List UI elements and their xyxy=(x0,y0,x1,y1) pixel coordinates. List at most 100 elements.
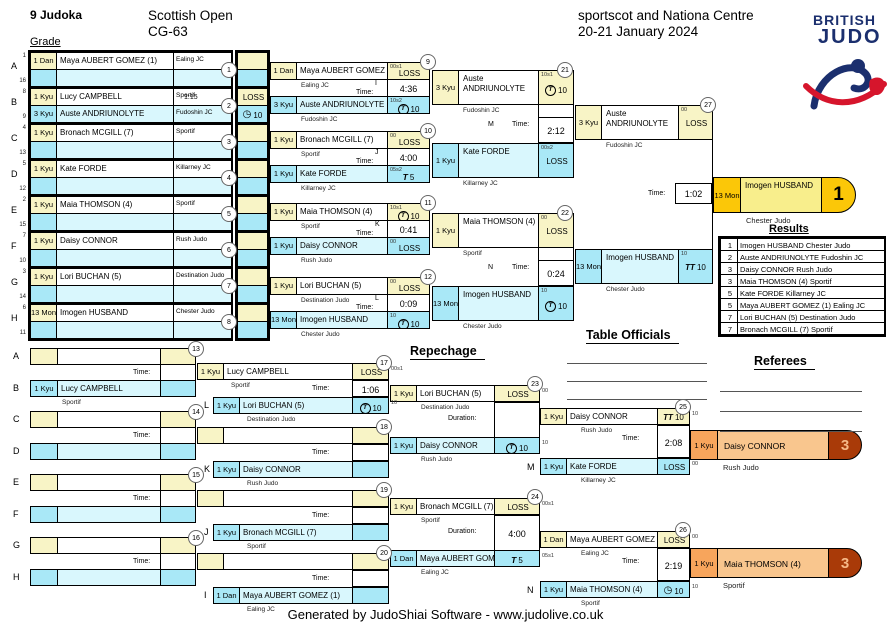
score-value: LOSS xyxy=(360,368,383,377)
match-number-circle: 11 xyxy=(420,195,436,211)
match-number-circle: 18 xyxy=(376,419,392,435)
seed-number: 7 xyxy=(22,233,26,239)
competitor-name: Auste ANDRIUNOLYTE xyxy=(458,70,539,105)
bracket-row-letter: C xyxy=(11,133,18,143)
seed-number: 15 xyxy=(19,222,26,228)
grade-cell xyxy=(30,141,57,159)
seed-number: 14 xyxy=(19,294,26,300)
score-code: 10s2 xyxy=(390,98,402,104)
repechage-title: Repechage xyxy=(410,344,485,360)
club-name: Fudoshin JC xyxy=(463,107,500,114)
time-value: 4:36 xyxy=(399,84,418,94)
grade-cell: 1 Kyu xyxy=(213,461,240,478)
score-code: 10 xyxy=(542,440,549,446)
club-name: Sportif xyxy=(463,250,482,257)
club-name: Fudoshin JC xyxy=(606,142,643,149)
score-icon xyxy=(685,263,695,272)
score-value: 10 xyxy=(674,586,684,596)
score-value: LOSS xyxy=(398,244,421,253)
score-icon xyxy=(360,402,371,413)
time-value-cell: 2:12 xyxy=(538,117,574,143)
score-cell: 10 10 xyxy=(538,286,574,321)
match-letter: J xyxy=(375,149,379,156)
score-cell: 00s2 LOSS xyxy=(538,143,574,178)
grade-cell xyxy=(30,411,58,428)
grade-cell xyxy=(30,69,57,87)
competitor-name: Kate FORDE xyxy=(566,458,658,475)
competitor-name: Daisy CONNOR xyxy=(296,237,388,255)
grade-cell: 1 Kyu xyxy=(270,131,297,149)
competitor-name: Imogen HUSBAND xyxy=(296,311,388,329)
drop-letter: K xyxy=(204,464,211,474)
grade-cell: 13 Mon xyxy=(432,286,459,321)
competitor-name: Maia THOMSON (4) xyxy=(56,196,174,214)
score-code: 00 xyxy=(542,388,549,394)
rep-row-letter: A xyxy=(13,351,20,361)
grade-cell: 1 Dan xyxy=(390,550,417,567)
competitor-name: Kate FORDE xyxy=(458,143,539,178)
score-cell: 5 xyxy=(494,550,540,567)
gold-medal-rank: 1 xyxy=(821,177,856,213)
club-cell xyxy=(173,141,232,159)
score-value: 10 xyxy=(253,110,263,120)
rep-row-letter: D xyxy=(13,446,20,456)
score-code: 00 xyxy=(390,279,397,285)
time-value-cell: 4:36 xyxy=(387,79,430,97)
venue-line1: sportscot and Nationa Centre xyxy=(578,8,754,23)
time-label: Time: xyxy=(312,449,330,456)
score-code: 10s1 xyxy=(541,72,553,78)
score-icon xyxy=(545,84,556,96)
duration-label: Duration: xyxy=(448,415,477,422)
club-name: Killarney JC xyxy=(463,180,498,187)
grade-cell: 1 Kyu xyxy=(30,268,57,286)
result-cell xyxy=(160,443,196,460)
match-number-circle: 12 xyxy=(420,269,436,285)
competitor-name: Maya AUBERT GOMEZ (1) xyxy=(566,531,658,548)
time-value: 2:19 xyxy=(664,561,683,571)
rep-row-letter: H xyxy=(13,572,20,582)
club-name: Chester Judo xyxy=(463,323,502,330)
score-value: LOSS xyxy=(507,390,529,399)
score-cell: 10 xyxy=(494,437,540,454)
gold-winner-grade: 13 Mon xyxy=(713,177,741,213)
seed-number: 4 xyxy=(22,125,26,131)
match-letter: I xyxy=(375,80,377,87)
bronze-winner-name: Daisy CONNOR xyxy=(717,430,829,460)
score-value: LOSS xyxy=(398,284,421,293)
match-number-circle: 22 xyxy=(557,205,573,221)
drop-letter: I xyxy=(204,590,207,600)
competitor-name: Auste ANDRIUNOLYTE xyxy=(601,105,679,140)
competitor-name: Auste ANDRIUNOLYTE xyxy=(296,96,388,114)
time-label: Time: xyxy=(133,495,151,502)
time-value: 4:00 xyxy=(399,153,418,163)
score-value: LOSS xyxy=(507,503,529,512)
score-value: 10 xyxy=(410,319,420,329)
score-value: LOSS xyxy=(398,138,421,147)
result-cell xyxy=(237,321,268,339)
score-code: 10 xyxy=(681,251,688,257)
result-cell xyxy=(237,232,268,250)
score-cell: 10 xyxy=(352,397,389,414)
competitor-name: Maia THOMSON (4) xyxy=(566,581,658,598)
drop-letter: M xyxy=(527,462,535,472)
time-value-cell xyxy=(160,553,196,570)
result-cell: LOSS xyxy=(237,88,268,106)
result-cell xyxy=(237,285,268,303)
score-code: 00s2 xyxy=(541,145,553,151)
logo-text-british: BRITISH xyxy=(813,12,876,28)
grade-cell: 1 Kyu xyxy=(30,88,57,106)
score-value: LOSS xyxy=(663,536,686,545)
club-name: Chester Judo xyxy=(606,286,645,293)
score-code: 10 xyxy=(390,313,397,319)
seed-number: 10 xyxy=(19,258,26,264)
bracket-row-letter: H xyxy=(11,313,18,323)
score-code: 05s2 xyxy=(390,167,402,173)
club-cell xyxy=(173,177,232,195)
club-cell xyxy=(173,69,232,87)
competitor-name xyxy=(57,537,161,554)
competitor-name: Kate FORDE xyxy=(56,160,174,178)
score-cell: 10 10 xyxy=(387,311,430,329)
match-time: 1:15 xyxy=(184,94,198,101)
time-label: Time: xyxy=(312,512,330,519)
competitor-name: Maya AUBERT GOMEZ (1) xyxy=(56,52,174,70)
